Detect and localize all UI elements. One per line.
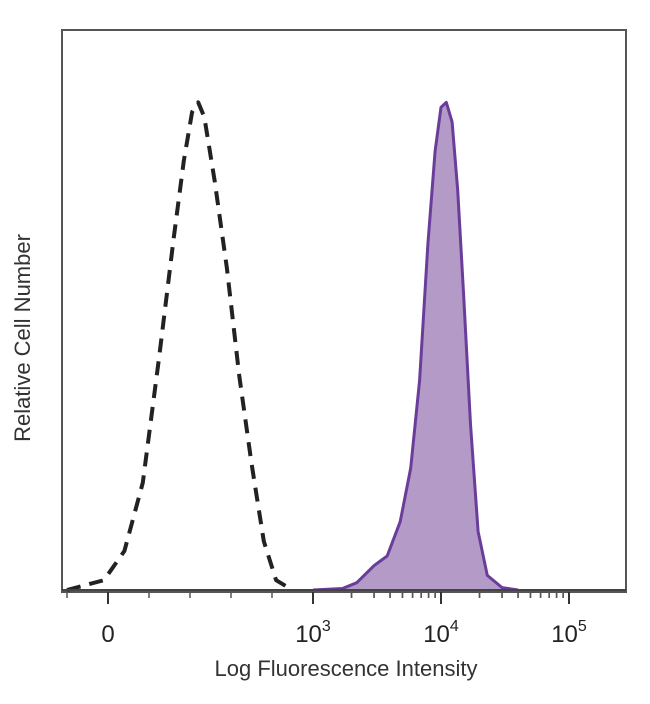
x-tick-label: 103 bbox=[295, 618, 331, 648]
x-tick-label: 105 bbox=[551, 618, 587, 648]
stained-histogram-outline bbox=[312, 100, 519, 592]
x-axis-tick-labels: 0 103 104 105 bbox=[101, 618, 587, 648]
x-axis-ticks bbox=[66, 592, 570, 604]
x-axis-title: Log Fluorescence Intensity bbox=[215, 656, 478, 681]
x-tick-label: 0 bbox=[101, 621, 114, 648]
stained-histogram-fill bbox=[313, 102, 519, 591]
y-axis-title: Relative Cell Number bbox=[10, 234, 35, 442]
histogram-layer bbox=[62, 100, 626, 592]
plot-frame bbox=[61, 29, 627, 593]
control-histogram-dashed bbox=[66, 100, 294, 592]
x-tick-label: 104 bbox=[423, 618, 459, 648]
